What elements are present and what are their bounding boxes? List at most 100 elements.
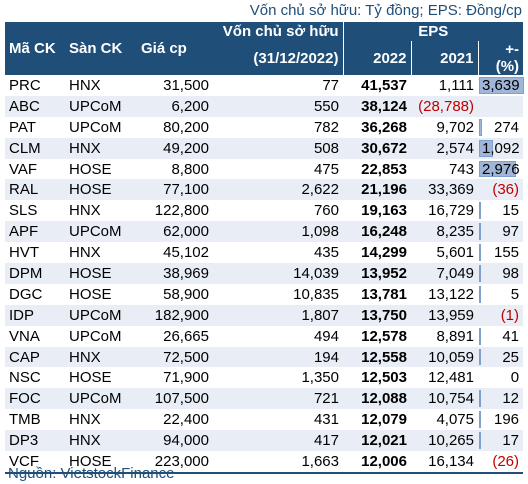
cell-ticker: VCF xyxy=(5,451,65,474)
table-header: Mã CK Sàn CK Giá cp Vốn chủ sở hữu EPS (… xyxy=(5,22,524,75)
cell-eps-2022: 13,952 xyxy=(343,263,411,284)
table-row: IDP UPCoM 182,900 1,807 13,750 13,959 (1) xyxy=(5,304,524,326)
cell-ticker: FOC xyxy=(5,388,65,410)
cell-exchange: HNX xyxy=(65,137,137,159)
table-row: NSC HOSE 71,900 1,350 12,503 12,481 0 xyxy=(5,367,524,389)
cell-change: (36) xyxy=(478,179,524,201)
cell-eps-2022: 38,124 xyxy=(343,95,411,117)
cell-ticker: TMB xyxy=(5,409,65,431)
cell-exchange: HOSE xyxy=(65,283,137,305)
cell-ticker: RAL xyxy=(5,179,65,201)
cell-equity: 1,663 xyxy=(213,451,343,474)
cell-equity: 1,098 xyxy=(213,221,343,243)
cell-ticker: CLM xyxy=(5,137,65,159)
cell-exchange: HNX xyxy=(65,200,137,222)
cell-change: 98 xyxy=(478,263,524,284)
cell-eps-2022: 12,079 xyxy=(343,409,411,431)
cell-price: 107,500 xyxy=(137,388,213,410)
cell-equity: 1,807 xyxy=(213,304,343,326)
cell-price: 38,969 xyxy=(137,263,213,284)
cell-eps-2021: 10,754 xyxy=(411,388,478,410)
change-value: 97 xyxy=(502,223,520,241)
cell-price: 49,200 xyxy=(137,137,213,159)
cell-ticker: SLS xyxy=(5,200,65,222)
cell-equity: 494 xyxy=(213,325,343,347)
cell-price: 22,400 xyxy=(137,409,213,431)
change-value: 98 xyxy=(502,264,520,282)
cell-equity: 760 xyxy=(213,200,343,222)
cell-eps-2022: 22,853 xyxy=(343,158,411,180)
header-exchange: Sàn CK xyxy=(65,22,137,75)
cell-eps-2021: 8,235 xyxy=(411,221,478,243)
cell-eps-2021: 9,702 xyxy=(411,116,478,138)
change-bar xyxy=(479,77,525,94)
change-value: 155 xyxy=(494,244,520,262)
cell-exchange: UPCoM xyxy=(65,95,137,117)
cell-change: 155 xyxy=(478,242,524,264)
cell-eps-2022: 30,672 xyxy=(343,137,411,159)
cell-change: 15 xyxy=(478,200,524,222)
table-body: PRC HNX 31,500 77 41,537 1,111 3,639 ABC UPCoM 6,… xyxy=(5,75,525,474)
change-value: 274 xyxy=(494,118,520,136)
cell-ticker: ABC xyxy=(5,95,65,117)
cell-eps-2022: 13,781 xyxy=(343,283,411,305)
header-eps: EPS xyxy=(342,22,524,41)
cell-price: 62,000 xyxy=(137,221,213,243)
table-row: PAT UPCoM 80,200 782 36,268 9,702 274 xyxy=(5,116,524,138)
change-bar xyxy=(479,223,481,241)
cell-change: (1) xyxy=(478,304,524,326)
cell-eps-2022: 13,750 xyxy=(343,304,411,326)
cell-exchange: UPCoM xyxy=(65,221,137,243)
cell-change xyxy=(478,95,524,117)
cell-eps-2021: 2,574 xyxy=(411,137,478,159)
cell-eps-2021: 7,049 xyxy=(411,263,478,284)
change-value: 25 xyxy=(502,348,520,366)
change-bar xyxy=(479,327,481,345)
header-price: Giá cp xyxy=(137,22,213,75)
cell-equity: 550 xyxy=(213,95,343,117)
cell-exchange: HOSE xyxy=(65,158,137,180)
cell-ticker: VNA xyxy=(5,325,65,347)
table-row: CLM HNX 49,200 508 30,672 2,574 1,092 xyxy=(5,137,524,159)
table-row: VAF HOSE 8,800 475 22,853 743 2,976 xyxy=(5,158,524,180)
cell-exchange: HNX xyxy=(65,346,137,368)
cell-exchange: UPCoM xyxy=(65,116,137,138)
cell-change: 274 xyxy=(478,116,524,138)
cell-change: 25 xyxy=(478,346,524,368)
table-row: TMB HNX 22,400 431 12,079 4,075 196 xyxy=(5,409,524,431)
change-bar xyxy=(479,244,481,262)
cell-eps-2021: 16,134 xyxy=(411,451,478,474)
cell-eps-2021: 8,891 xyxy=(411,325,478,347)
header-equity-line2: (31/12/2022) xyxy=(213,41,343,75)
cell-ticker: IDP xyxy=(5,304,65,326)
cell-ticker: VAF xyxy=(5,158,65,180)
cell-eps-2022: 12,088 xyxy=(343,388,411,410)
cell-ticker: DP3 xyxy=(5,430,65,452)
cell-price: 80,200 xyxy=(137,116,213,138)
change-value: 1,092 xyxy=(482,139,520,157)
table-row: VCF HOSE 223,000 1,663 12,006 16,134 (26) xyxy=(5,451,524,474)
cell-exchange: HNX xyxy=(65,75,137,96)
cell-eps-2021: 16,729 xyxy=(411,200,478,222)
header-change: +-(%) xyxy=(477,41,524,75)
cell-price: 72,500 xyxy=(137,346,213,368)
cell-eps-2022: 12,503 xyxy=(343,367,411,389)
cell-equity: 417 xyxy=(213,430,343,452)
cell-change: 17 xyxy=(478,430,524,452)
change-bar xyxy=(479,411,482,429)
cell-eps-2022: 14,299 xyxy=(343,242,411,264)
cell-eps-2022: 36,268 xyxy=(343,116,411,138)
table-row: FOC UPCoM 107,500 721 12,088 10,754 12 xyxy=(5,388,524,410)
cell-eps-2021: 13,959 xyxy=(411,304,478,326)
cell-ticker: PAT xyxy=(5,116,65,138)
table-row: SLS HNX 122,800 760 19,163 16,729 15 xyxy=(5,200,524,222)
table-row: DPM HOSE 38,969 14,039 13,952 7,049 98 xyxy=(5,263,524,284)
cell-equity: 782 xyxy=(213,116,343,138)
change-bar xyxy=(479,348,481,366)
cell-eps-2021: (28,788) xyxy=(411,95,478,117)
cell-exchange: UPCoM xyxy=(65,304,137,326)
cell-ticker: APF xyxy=(5,221,65,243)
change-value: 15 xyxy=(502,202,520,220)
cell-exchange: HNX xyxy=(65,430,137,452)
cell-eps-2021: 33,369 xyxy=(411,179,478,201)
